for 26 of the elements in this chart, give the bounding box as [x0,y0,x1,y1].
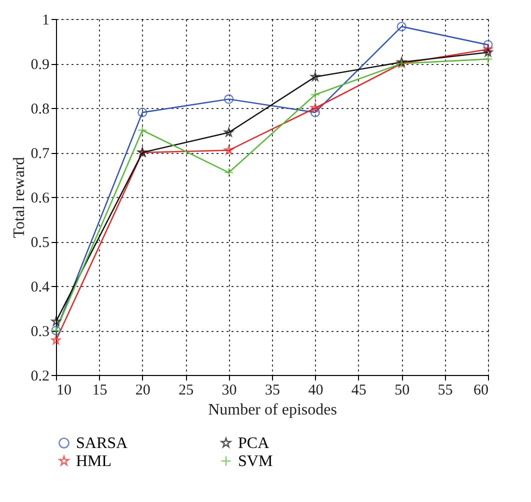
x-tick-label: 30 [222,382,237,398]
x-axis-title: Number of episodes [208,402,337,418]
y-tick-label: 0.2 [30,368,50,384]
legend-label: SVM [238,453,273,470]
x-tick-label: 60 [474,382,488,398]
legend-label: HML [76,453,112,470]
x-tick-label: 50 [394,382,410,398]
y-tick-label: 0.6 [30,190,50,206]
y-axis-title: Total reward [10,156,28,238]
y-tick-label: 0.5 [30,235,50,251]
y-tick-label: 0.7 [30,146,50,162]
y-tick-label: 0.3 [30,324,50,340]
legend-label: PCA [238,435,270,452]
x-tick-label: 10 [56,382,72,398]
y-tick-label: 0.9 [30,57,50,73]
x-tick-label: 15 [92,382,108,398]
x-tick-label: 45 [351,382,366,398]
x-tick-label: 25 [178,382,194,398]
y-tick-label: 0.4 [30,280,50,296]
y-tick-label: 0.8 [30,102,50,118]
legend-label: SARSA [76,435,128,452]
y-tick-label: 1 [42,12,50,28]
x-tick-label: 20 [135,382,150,398]
x-tick-label: 55 [438,382,453,398]
x-tick-label: 35 [265,382,280,398]
x-tick-label: 40 [308,382,324,398]
